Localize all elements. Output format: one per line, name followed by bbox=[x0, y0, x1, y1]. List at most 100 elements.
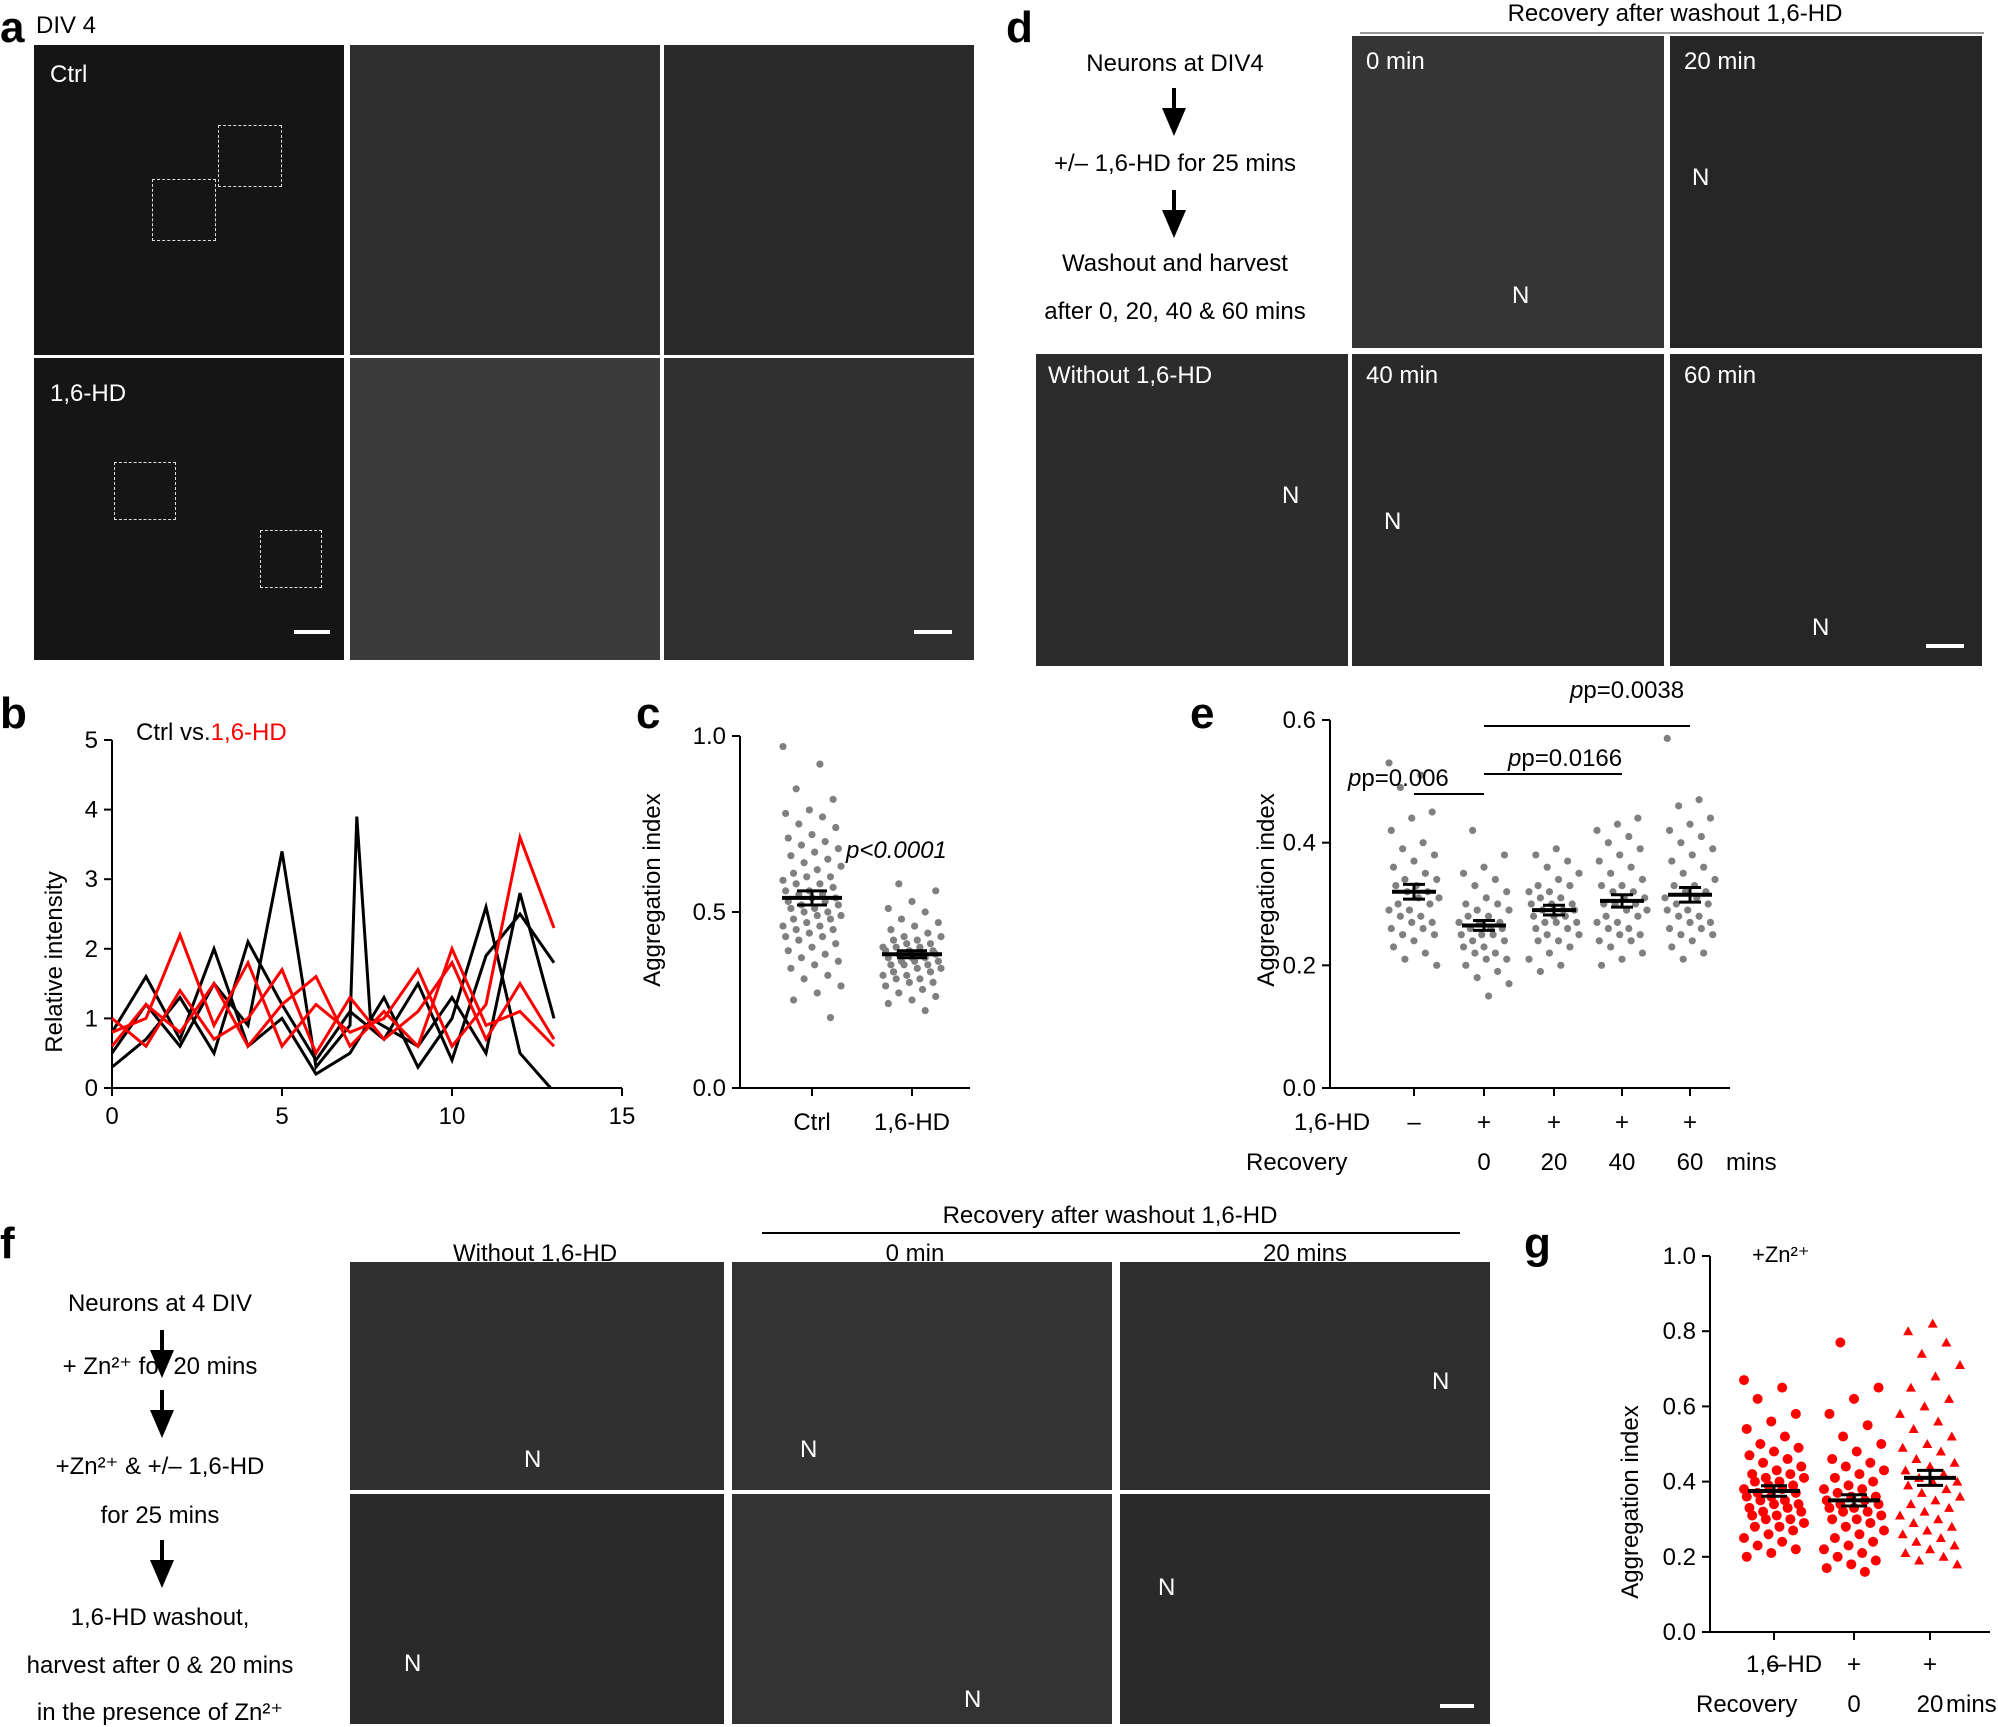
y-tick-label: 0.0 bbox=[1663, 1619, 1696, 1646]
data-point bbox=[800, 908, 808, 916]
data-point bbox=[1500, 851, 1509, 859]
data-point bbox=[1900, 1465, 1911, 1475]
data-point bbox=[1410, 937, 1418, 945]
data-point bbox=[1575, 869, 1583, 877]
data-point bbox=[1670, 882, 1678, 890]
data-point bbox=[1895, 1510, 1905, 1520]
data-point bbox=[832, 940, 840, 948]
data-point bbox=[1774, 1521, 1785, 1532]
panel-letter-b: b bbox=[0, 689, 27, 738]
data-point bbox=[1824, 1502, 1835, 1513]
micrograph-f-without-1: N bbox=[350, 1262, 724, 1490]
data-point bbox=[884, 904, 892, 913]
flow-f-step5: 1,6-HD washout, bbox=[70, 1604, 250, 1631]
data-point bbox=[789, 869, 798, 877]
data-point bbox=[1575, 931, 1583, 939]
data-point bbox=[1627, 863, 1635, 871]
data-point bbox=[787, 964, 795, 972]
data-point bbox=[1457, 931, 1465, 939]
data-point bbox=[1428, 808, 1436, 816]
y-tick-label: 0.5 bbox=[693, 899, 726, 926]
data-point bbox=[1793, 1442, 1804, 1453]
chart-g-row1-label: 1,6-HD bbox=[1746, 1651, 1822, 1678]
data-point bbox=[1760, 1472, 1771, 1483]
data-point bbox=[1911, 1536, 1922, 1546]
micrograph-a-hd-zoom2 bbox=[664, 358, 974, 660]
data-point bbox=[1688, 851, 1696, 859]
data-point bbox=[1774, 1476, 1785, 1487]
data-point bbox=[932, 992, 940, 1001]
chart-e-row2-label: Recovery bbox=[1246, 1149, 1347, 1176]
y-tick-label: 4 bbox=[85, 797, 98, 824]
data-point bbox=[834, 901, 842, 909]
scale-bar bbox=[1440, 1704, 1474, 1708]
data-point bbox=[1482, 894, 1490, 902]
data-point bbox=[1821, 1495, 1832, 1506]
data-point bbox=[889, 968, 898, 976]
data-point bbox=[913, 936, 921, 944]
data-point bbox=[882, 982, 890, 990]
y-tick-label: 1 bbox=[85, 1005, 98, 1032]
data-point bbox=[1857, 1548, 1868, 1559]
data-point bbox=[916, 943, 924, 951]
data-point bbox=[1433, 961, 1441, 969]
x-tick-label: 1,6-HD bbox=[874, 1109, 950, 1136]
chart-b-ylabel: Relative intensity bbox=[41, 871, 68, 1052]
data-point bbox=[1478, 931, 1486, 939]
data-point bbox=[900, 933, 908, 941]
data-point bbox=[1503, 955, 1511, 963]
micrograph-a-hd-overview: 1,6-HD bbox=[34, 358, 344, 660]
data-point bbox=[818, 813, 827, 821]
data-point bbox=[1755, 1439, 1766, 1449]
data-point bbox=[1491, 949, 1499, 957]
data-point bbox=[1668, 857, 1676, 865]
micrograph-d-40min: 40 min N bbox=[1352, 354, 1664, 666]
data-point bbox=[1396, 783, 1404, 792]
micrograph-d-without: Without 1,6-HD N bbox=[1036, 354, 1348, 666]
series-line bbox=[110, 816, 556, 1071]
data-point bbox=[1471, 949, 1479, 957]
data-point bbox=[1790, 1544, 1801, 1555]
micrograph-f-without-2: N bbox=[350, 1494, 724, 1724]
data-point bbox=[1777, 1382, 1788, 1393]
data-point bbox=[1545, 888, 1554, 896]
flow-f-step4: for 25 mins bbox=[100, 1502, 220, 1529]
data-point bbox=[816, 880, 824, 888]
data-point bbox=[816, 760, 824, 768]
data-point bbox=[1744, 1502, 1755, 1513]
data-point bbox=[1903, 1326, 1914, 1336]
data-point bbox=[800, 859, 808, 867]
img-label-0min: 0 min bbox=[1366, 48, 1425, 75]
nucleus-label: N bbox=[1432, 1368, 1450, 1395]
data-point bbox=[1387, 826, 1395, 834]
data-point bbox=[1739, 1484, 1749, 1495]
data-point bbox=[1554, 937, 1563, 945]
data-point bbox=[1919, 1506, 1930, 1516]
data-point bbox=[1843, 1480, 1854, 1491]
data-point bbox=[1941, 1337, 1952, 1347]
data-point bbox=[1385, 759, 1393, 767]
data-point bbox=[1747, 1510, 1758, 1521]
panel-f-header: Recovery after washout 1,6-HD bbox=[942, 1202, 1278, 1229]
data-point bbox=[1952, 1476, 1963, 1486]
data-point bbox=[889, 936, 898, 944]
data-point bbox=[1741, 1491, 1752, 1502]
data-point bbox=[1793, 1499, 1804, 1510]
data-point bbox=[1819, 1544, 1829, 1555]
data-point bbox=[782, 887, 790, 895]
data-point bbox=[1769, 1446, 1779, 1457]
row1-label: + bbox=[1923, 1651, 1937, 1678]
data-point bbox=[1903, 1480, 1914, 1490]
data-point bbox=[926, 968, 935, 976]
data-point bbox=[1686, 918, 1694, 926]
img-label-40min: 40 min bbox=[1366, 362, 1439, 389]
data-point bbox=[1933, 1416, 1944, 1426]
data-point bbox=[1905, 1382, 1916, 1392]
data-point bbox=[1916, 1487, 1927, 1497]
nucleus-label: N bbox=[1812, 614, 1830, 641]
data-point bbox=[1829, 1472, 1840, 1483]
chart-g-title: +Zn²⁺ bbox=[1752, 1242, 1809, 1267]
data-point bbox=[1638, 875, 1647, 884]
data-point bbox=[1597, 961, 1606, 969]
data-point bbox=[1785, 1469, 1796, 1480]
